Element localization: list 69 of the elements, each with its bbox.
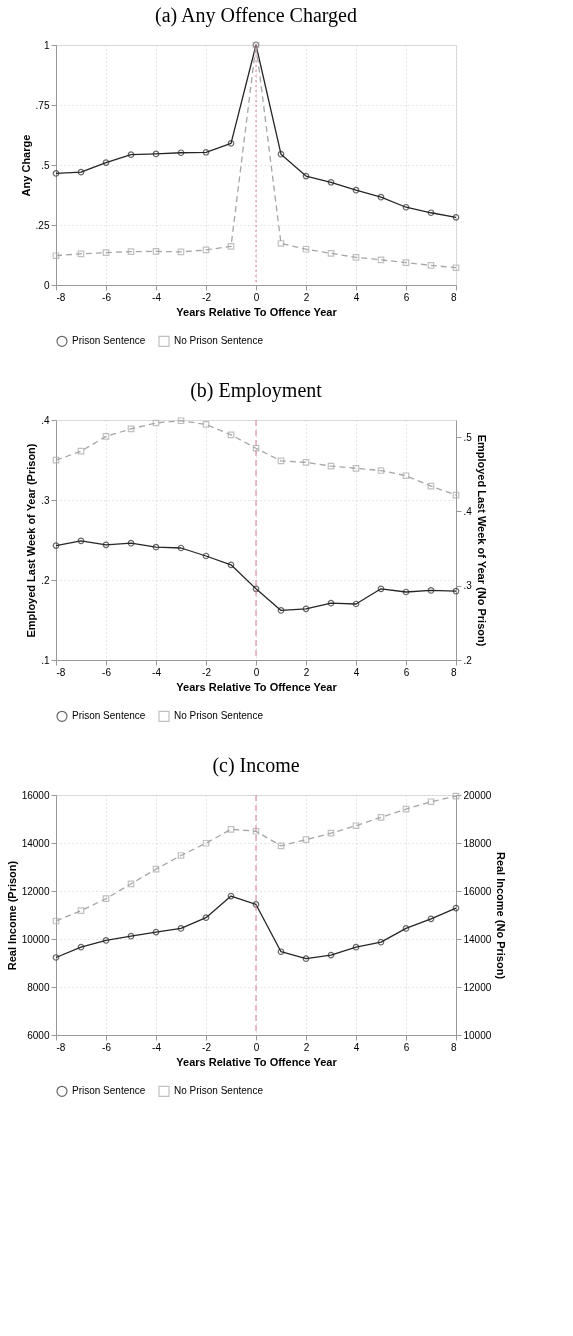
y-tick-label: 6000 [27,1029,50,1041]
x-tick-label: 2 [303,291,310,303]
x-tick-label: 0 [253,291,260,303]
y-axis-title: Real Income (Prison) [5,860,18,971]
legend-label: No Prison Sentence [174,1085,264,1097]
legend-label: Prison Sentence [72,335,146,347]
y-tick-label: .4 [41,414,50,426]
y-axis-title: Any Charge [19,134,32,197]
y2-axis-title: Employed Last Week of Year (No Prison) [475,434,488,647]
legend-label: No Prison Sentence [174,710,264,722]
chart-title: (a) Any Offence Charged [155,3,357,27]
x-tick-label: 4 [353,666,360,678]
chart-title: (c) Income [212,754,300,777]
y2-tick-label: 12000 [463,981,492,993]
y2-tick-label: .3 [463,580,473,592]
y2-tick-label: 20000 [463,789,492,801]
legend-label: Prison Sentence [72,710,146,722]
y2-tick-label: 16000 [463,885,492,897]
legend-label: No Prison Sentence [174,335,264,347]
y-tick-label: 8000 [27,981,50,993]
y-tick-label: .2 [41,574,50,586]
x-tick-label: -8 [56,1041,66,1053]
x-tick-label: 0 [253,1041,260,1053]
x-tick-label: 8 [450,291,457,303]
y-tick-label: 10000 [21,933,50,945]
y-tick-label: .1 [41,654,50,666]
y2-tick-label: 18000 [463,837,492,849]
x-tick-label: -4 [152,1041,162,1053]
y2-tick-label: 10000 [463,1029,492,1041]
x-tick-label: 2 [303,666,310,678]
y2-tick-label: .5 [463,431,473,443]
y2-tick-label: 14000 [463,933,492,945]
y-tick-label: .25 [35,219,50,231]
y-tick-label: 0 [43,279,50,291]
x-tick-label: -2 [202,1041,212,1053]
x-tick-label: -2 [202,666,212,678]
y-tick-label: .75 [35,99,50,111]
x-axis-title: Years Relative To Offence Year [176,1055,338,1068]
x-tick-label: 2 [303,1041,310,1053]
x-tick-label: 8 [450,1041,457,1053]
x-axis-title: Years Relative To Offence Year [176,680,338,693]
x-tick-label: -8 [56,291,66,303]
x-tick-label: -6 [102,666,112,678]
y-tick-label: 14000 [21,837,50,849]
chart-title: (b) Employment [190,379,323,402]
x-tick-label: 0 [253,666,260,678]
x-tick-label: 8 [450,666,457,678]
x-tick-label: 6 [403,1041,410,1053]
y2-tick-label: .4 [463,505,473,517]
y-tick-label: .3 [41,494,50,506]
x-tick-label: -6 [102,291,112,303]
legend-label: Prison Sentence [72,1085,146,1097]
x-tick-label: -2 [202,291,212,303]
x-tick-label: 4 [353,1041,360,1053]
x-tick-label: 4 [353,291,360,303]
x-tick-label: -4 [152,666,162,678]
x-tick-label: -8 [56,666,66,678]
x-tick-label: 6 [403,291,410,303]
x-axis-title: Years Relative To Offence Year [176,305,338,318]
y-tick-label: 16000 [21,789,50,801]
y2-tick-label: .2 [463,654,473,666]
x-tick-label: -4 [152,291,162,303]
y-tick-label: 1 [43,39,50,51]
y2-axis-title: Real Income (No Prison) [495,851,508,980]
x-tick-label: 6 [403,666,410,678]
x-tick-label: -6 [102,1041,112,1053]
y-axis-title: Employed Last Week of Year (Prison) [25,443,38,638]
y-tick-label: .5 [41,159,50,171]
y-tick-label: 12000 [21,885,50,897]
